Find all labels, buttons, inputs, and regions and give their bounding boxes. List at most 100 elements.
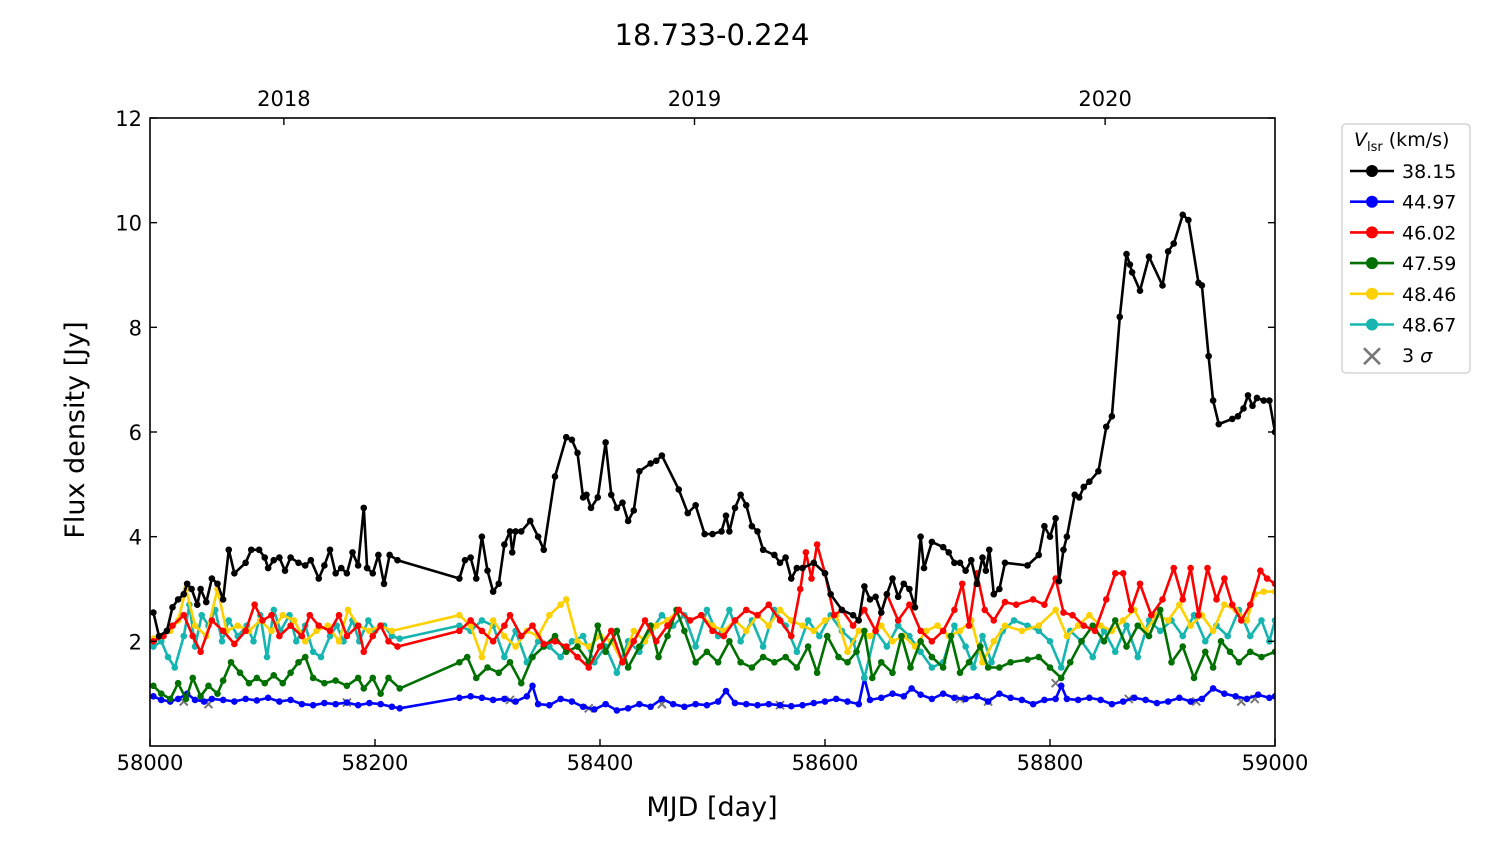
- data-point: [472, 575, 480, 582]
- y-tick-label: 10: [115, 212, 142, 236]
- data-point: [1271, 617, 1275, 624]
- data-point: [183, 580, 191, 588]
- data-point: [295, 658, 302, 666]
- data-point: [166, 695, 174, 703]
- data-point: [939, 664, 947, 671]
- data-point: [562, 643, 570, 650]
- data-point: [579, 703, 587, 711]
- data-point: [529, 682, 536, 690]
- data-point: [380, 580, 388, 588]
- data-point: [982, 567, 990, 574]
- data-point: [1111, 570, 1119, 577]
- data-point: [456, 575, 463, 582]
- data-point: [546, 611, 553, 619]
- data-point: [467, 622, 474, 629]
- data-point: [928, 653, 936, 661]
- data-point: [692, 501, 699, 509]
- data-point: [703, 648, 711, 656]
- data-point: [360, 648, 368, 656]
- data-point: [150, 643, 157, 650]
- data-point: [585, 664, 593, 671]
- data-point: [472, 674, 480, 682]
- data-point: [1168, 658, 1175, 666]
- data-point: [208, 617, 216, 624]
- data-point: [1126, 261, 1134, 268]
- data-point: [264, 694, 272, 702]
- data-point: [596, 643, 604, 650]
- data-point: [321, 699, 328, 707]
- legend-label: 46.02: [1402, 222, 1456, 244]
- legend-label: 44.97: [1402, 192, 1456, 214]
- data-point: [1253, 394, 1261, 402]
- data-point: [1074, 622, 1082, 629]
- data-point: [799, 701, 806, 709]
- data-point: [821, 617, 829, 624]
- data-point: [748, 522, 756, 530]
- data-point: [1209, 397, 1217, 404]
- data-point: [951, 559, 958, 567]
- data-point: [602, 700, 609, 708]
- data-point: [1179, 596, 1187, 603]
- data-point: [332, 570, 339, 577]
- data-point: [748, 664, 756, 671]
- data-point: [174, 695, 182, 703]
- data-point: [1170, 240, 1178, 247]
- data-point: [1052, 515, 1059, 522]
- data-point: [506, 611, 514, 619]
- data-point: [1246, 601, 1254, 608]
- data-point: [315, 575, 323, 582]
- data-point: [385, 638, 392, 645]
- data-point: [742, 501, 750, 509]
- data-point: [1246, 632, 1254, 640]
- data-point: [877, 658, 885, 666]
- data-point: [456, 611, 463, 619]
- data-point: [928, 538, 936, 546]
- data-point: [279, 679, 287, 687]
- data-point: [1057, 682, 1065, 690]
- data-point: [180, 611, 188, 619]
- y-axis-label: Flux density [Jy]: [60, 321, 91, 538]
- data-point: [169, 604, 176, 611]
- data-point: [478, 653, 486, 661]
- x-tick-label: 58600: [792, 751, 859, 775]
- data-point: [922, 627, 930, 635]
- data-point: [1046, 664, 1054, 671]
- data-point: [197, 648, 204, 656]
- data-point: [889, 669, 896, 677]
- data-point: [990, 590, 998, 598]
- data-point: [1228, 601, 1236, 608]
- data-point: [189, 632, 197, 640]
- data-point: [692, 700, 699, 708]
- data-point: [996, 664, 1003, 671]
- data-point: [613, 627, 621, 635]
- data-point: [647, 703, 654, 711]
- data-point: [883, 590, 891, 598]
- data-point: [754, 528, 761, 535]
- legend-marker: [1366, 165, 1378, 177]
- data-point: [776, 559, 784, 567]
- data-point: [396, 705, 404, 712]
- data-point: [765, 700, 773, 708]
- data-point: [754, 611, 761, 619]
- data-point: [512, 698, 519, 705]
- data-point: [501, 541, 508, 548]
- data-point: [313, 627, 320, 635]
- data-point: [647, 460, 654, 467]
- axes: 58000 58200 58400 58600 58800 59000 2 4 6 8 10 12 20…: [115, 87, 1308, 775]
- x-tick-label: 59000: [1242, 751, 1309, 775]
- data-point: [630, 638, 638, 645]
- data-point: [326, 546, 334, 554]
- data-point: [242, 559, 249, 567]
- data-point: [534, 700, 542, 708]
- data-point: [1209, 685, 1217, 692]
- legend-title: Vlsr (km/s): [1354, 129, 1449, 155]
- data-point: [1063, 695, 1071, 703]
- data-point: [967, 556, 975, 564]
- data-point: [907, 664, 914, 671]
- data-point: [866, 696, 874, 704]
- data-point: [247, 546, 255, 554]
- data-point: [1024, 656, 1031, 663]
- data-point: [295, 559, 302, 567]
- data-point: [613, 669, 621, 677]
- data-point: [908, 685, 915, 692]
